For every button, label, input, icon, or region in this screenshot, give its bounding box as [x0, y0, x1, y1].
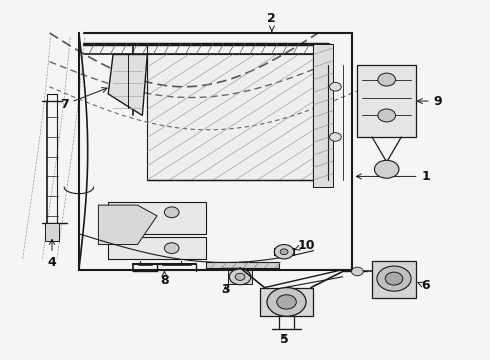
Circle shape	[378, 109, 395, 122]
Polygon shape	[206, 262, 279, 268]
Circle shape	[229, 269, 251, 285]
Text: 5: 5	[280, 333, 289, 346]
Polygon shape	[228, 270, 252, 284]
Text: 3: 3	[221, 283, 230, 296]
Circle shape	[164, 207, 179, 218]
Circle shape	[235, 273, 245, 280]
Polygon shape	[260, 288, 314, 316]
Polygon shape	[147, 54, 314, 180]
Circle shape	[330, 133, 341, 141]
Text: 1: 1	[356, 170, 430, 183]
Text: 10: 10	[294, 239, 315, 252]
Polygon shape	[314, 44, 333, 187]
Circle shape	[267, 288, 306, 316]
Circle shape	[330, 82, 341, 91]
Text: 8: 8	[160, 271, 169, 287]
Circle shape	[277, 295, 296, 309]
Text: 6: 6	[418, 279, 430, 292]
Circle shape	[164, 243, 179, 253]
Polygon shape	[372, 261, 416, 298]
Circle shape	[385, 272, 403, 285]
Polygon shape	[108, 237, 206, 259]
Polygon shape	[108, 54, 147, 116]
Circle shape	[374, 160, 399, 178]
Polygon shape	[108, 202, 206, 234]
Circle shape	[280, 249, 288, 255]
Text: 4: 4	[48, 239, 56, 269]
Polygon shape	[45, 223, 59, 241]
Circle shape	[378, 73, 395, 86]
Circle shape	[351, 267, 363, 276]
Circle shape	[377, 266, 411, 291]
Text: 9: 9	[417, 95, 442, 108]
Text: 2: 2	[268, 12, 276, 31]
Polygon shape	[357, 65, 416, 137]
Polygon shape	[98, 205, 157, 244]
Text: 7: 7	[60, 87, 107, 111]
Circle shape	[274, 244, 294, 259]
